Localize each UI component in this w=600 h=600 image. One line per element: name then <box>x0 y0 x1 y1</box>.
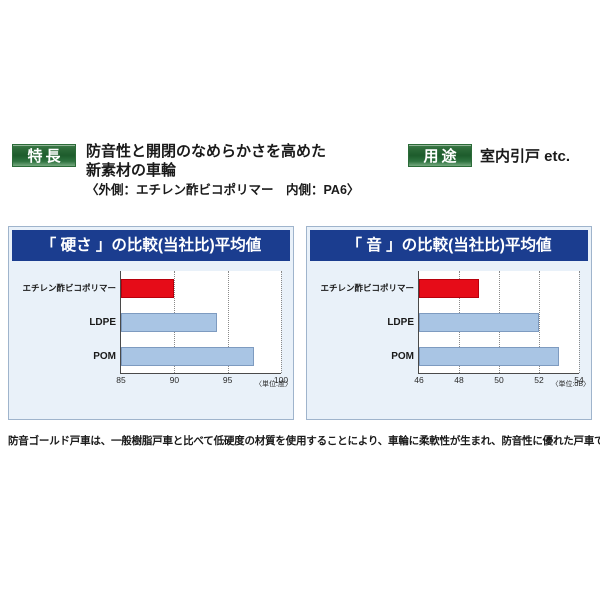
chart-axes-sound: エチレン酢ビコポリマー LDPE POM 46 48 50 52 54 <box>320 271 584 385</box>
feature-material-note: 〈外側：エチレン酢ビコポリマー 内側：PA6〉 <box>86 183 360 197</box>
usage-text: 室内引戸 etc. <box>480 148 571 165</box>
chart-category-label: エチレン酢ビコポリマー <box>22 282 116 293</box>
usage-badge: 用途 <box>408 144 472 167</box>
chart-bar <box>121 346 255 366</box>
feature-text: 防音性と開閉のなめらかさを高めた 新素材の車輪 〈外側：エチレン酢ビコポリマー … <box>86 142 416 199</box>
chart-tick-label: 85 <box>116 375 126 385</box>
chart-bar <box>419 346 559 366</box>
feature-line-1: 防音性と開閉のなめらかさを高めた <box>86 143 327 160</box>
feature-line-2: 新素材の車輪 <box>86 162 177 179</box>
chart-title-sound: 「 音 」の比較(当社比)平均値 <box>310 230 588 261</box>
chart-plot-sound: エチレン酢ビコポリマー LDPE POM 46 48 50 52 54 〈単位:dB〉 <box>310 263 590 416</box>
chart-panel-sound: 「 音 」の比較(当社比)平均値 エチレン酢ビコポリマー LDPE POM 46 48 5… <box>306 226 592 420</box>
chart-category-label: エチレン酢ビコポリマー <box>320 282 414 293</box>
chart-panel-hardness: 「 硬さ 」の比較(当社比)平均値 エチレン酢ビコポリマー LDPE POM 85 90… <box>8 226 294 420</box>
chart-title-hardness: 「 硬さ 」の比較(当社比)平均値 <box>12 230 290 261</box>
charts-area: 「 硬さ 」の比較(当社比)平均値 エチレン酢ビコポリマー LDPE POM 85 90… <box>0 226 600 422</box>
footer-caption: 防音ゴールド戸車は、一般樹脂戸車と比べて低硬度の材質を使用することにより、車輪に… <box>8 435 600 447</box>
chart-tick-label: 90 <box>169 375 180 385</box>
chart-tick-label: 54 <box>574 375 584 385</box>
chart-tick-label: 95 <box>222 375 233 385</box>
chart-tick-label: 46 <box>414 375 424 385</box>
chart-category-label: LDPE <box>89 316 116 328</box>
chart-tick-label: 100 <box>273 375 289 385</box>
chart-unit-sound: 〈単位:dB〉 <box>551 381 590 388</box>
chart-category-label: POM <box>391 350 414 362</box>
feature-badge: 特長 <box>12 144 76 167</box>
chart-bar <box>121 278 175 298</box>
chart-tick-label: 48 <box>454 375 464 385</box>
chart-bar <box>419 278 479 298</box>
chart-gridline <box>539 271 540 373</box>
info-row: 特長 防音性と開閉のなめらかさを高めた 新素材の車輪 〈外側：エチレン酢ビコポリ… <box>0 140 600 212</box>
chart-category-label: POM <box>93 350 116 362</box>
feature-badge-wrap: 特長 <box>12 144 76 167</box>
chart-axes-hardness: エチレン酢ビコポリマー LDPE POM 85 90 95 100 <box>22 271 288 385</box>
chart-bar <box>419 312 539 332</box>
chart-plot-hardness: エチレン酢ビコポリマー LDPE POM 85 90 95 100 〈単位:度〉 <box>12 263 292 416</box>
chart-category-label: LDPE <box>387 316 414 328</box>
chart-tick-label: 52 <box>534 375 544 385</box>
chart-gridline <box>579 271 580 373</box>
chart-tick-label: 50 <box>494 375 504 385</box>
chart-bar <box>121 312 217 332</box>
chart-gridline <box>227 271 229 373</box>
usage-badge-wrap: 用途 <box>408 144 472 167</box>
chart-gridline <box>281 271 282 373</box>
chart-unit-hardness: 〈単位:度〉 <box>255 381 292 388</box>
